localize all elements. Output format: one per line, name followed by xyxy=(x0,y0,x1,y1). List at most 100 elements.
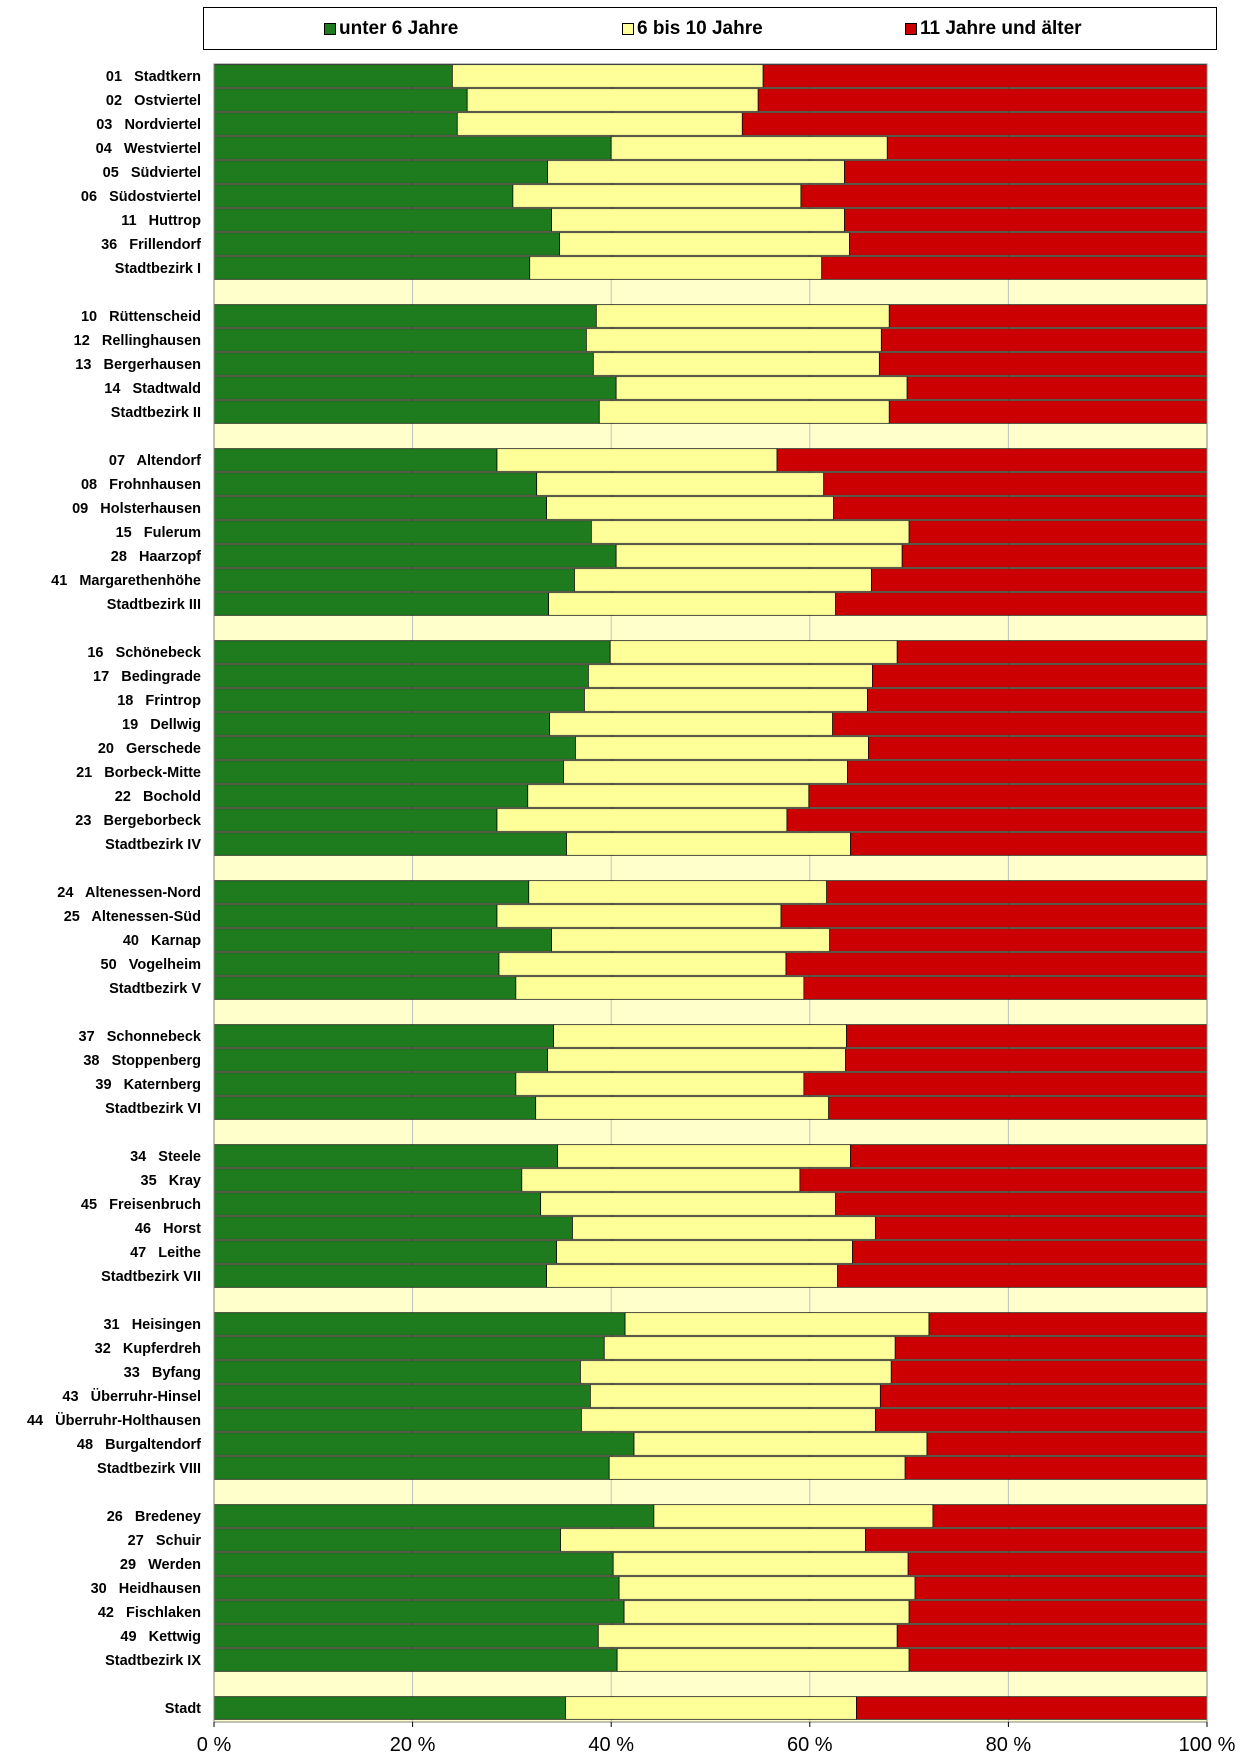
category-label: 03 Nordviertel xyxy=(96,117,201,133)
bar-segment xyxy=(908,1648,1208,1672)
bar-segment xyxy=(800,184,1208,208)
category-label: 43 Überruhr-Hinsel xyxy=(62,1388,201,1405)
bar-segment xyxy=(850,832,1208,856)
bar-segment xyxy=(586,328,882,352)
legend-item-6-to-10: 6 bis 10 Jahre xyxy=(622,18,763,39)
bar-segment xyxy=(547,160,845,184)
bar-segment xyxy=(213,736,576,760)
bar-segment xyxy=(829,928,1208,952)
bar-segment xyxy=(575,736,869,760)
bar-segment xyxy=(213,88,468,112)
chart-legend: unter 6 Jahre 6 bis 10 Jahre 11 Jahre un… xyxy=(203,7,1217,50)
bar-segment xyxy=(213,1312,626,1336)
bar-segment xyxy=(213,712,550,736)
category-label: 33 Byfang xyxy=(124,1365,201,1381)
bar-segment xyxy=(799,1168,1208,1192)
bar-segment xyxy=(914,1576,1208,1600)
bar-segment xyxy=(879,1384,1208,1408)
bar-segment xyxy=(213,1264,548,1288)
bar-segment xyxy=(213,1408,582,1432)
category-label: 39 Katernberg xyxy=(95,1077,201,1093)
bar-segment xyxy=(566,832,851,856)
bar-segment xyxy=(213,928,552,952)
category-label: 37 Schonnebeck xyxy=(79,1029,202,1045)
category-label: 48 Burgaltendorf xyxy=(77,1437,201,1453)
bar-segment xyxy=(512,184,802,208)
plot-border xyxy=(213,63,1208,1723)
category-label: 05 Südviertel xyxy=(103,165,201,181)
bar-segment xyxy=(588,664,873,688)
bar-segment xyxy=(832,712,1208,736)
bar-segment xyxy=(904,1456,1208,1480)
bar-segment xyxy=(496,904,782,928)
bar-segment xyxy=(874,1408,1208,1432)
category-label: 10 Rüttenscheid xyxy=(81,309,201,325)
category-label: 49 Kettwig xyxy=(120,1629,201,1645)
category-label: 45 Freisenbruch xyxy=(81,1197,201,1213)
bar-segment xyxy=(535,1096,830,1120)
category-label: 27 Schuir xyxy=(128,1533,202,1549)
bar-segment xyxy=(837,1264,1208,1288)
bar-segment xyxy=(595,304,890,328)
legend-item-under-6: unter 6 Jahre xyxy=(324,18,459,39)
category-label: 25 Altenessen-Süd xyxy=(64,909,201,925)
bar-segment xyxy=(868,736,1208,760)
category-label: Stadt xyxy=(165,1701,201,1717)
category-label: 31 Heisingen xyxy=(103,1317,201,1333)
bar-segment xyxy=(856,1696,1208,1720)
bar-segment xyxy=(901,544,1208,568)
bar-segment xyxy=(521,1168,801,1192)
bar-segment xyxy=(213,304,597,328)
bar-segment xyxy=(833,496,1208,520)
bar-segment xyxy=(907,1552,1208,1576)
category-label: Stadtbezirk V xyxy=(109,981,201,997)
bar-segment xyxy=(880,328,1208,352)
bar-segment xyxy=(557,1144,851,1168)
bar-segment xyxy=(213,688,585,712)
category-label: Stadtbezirk IX xyxy=(105,1653,201,1669)
bar-segment xyxy=(563,760,848,784)
legend-item-11-plus: 11 Jahre und älter xyxy=(905,18,1082,39)
bar-segment xyxy=(547,1048,846,1072)
legend-swatch-red xyxy=(905,23,917,35)
x-tick-label: 80 % xyxy=(986,1734,1032,1756)
category-label: Stadtbezirk I xyxy=(115,261,201,277)
bar-segment xyxy=(548,592,836,616)
bar-segment xyxy=(213,256,531,280)
bar-segment xyxy=(213,952,500,976)
bar-segment xyxy=(580,1360,892,1384)
bar-segment xyxy=(932,1504,1208,1528)
bar-segment xyxy=(610,136,888,160)
category-label: 06 Südostviertel xyxy=(81,189,201,205)
bar-segment xyxy=(865,1528,1208,1552)
bar-segment xyxy=(565,1696,857,1720)
legend-label: unter 6 Jahre xyxy=(339,18,459,39)
category-label: 19 Dellwig xyxy=(122,717,201,733)
bar-segment xyxy=(785,952,1208,976)
bar-segment xyxy=(589,1384,881,1408)
bar-segment xyxy=(456,112,743,136)
bar-segment xyxy=(849,232,1208,256)
bar-segment xyxy=(896,1624,1208,1648)
legend-swatch-green xyxy=(324,23,336,35)
bar-segment xyxy=(213,1648,618,1672)
category-label: 22 Bochold xyxy=(115,789,201,805)
bar-segment xyxy=(757,88,1208,112)
bar-segment xyxy=(213,376,617,400)
bar-segment xyxy=(213,520,592,544)
bar-segment xyxy=(584,688,868,712)
bar-segment xyxy=(603,1336,896,1360)
category-label: 40 Karnap xyxy=(123,933,201,949)
category-label: Stadtbezirk VII xyxy=(101,1269,201,1285)
legend-label: 11 Jahre und älter xyxy=(920,18,1082,39)
bar-segment xyxy=(633,1432,928,1456)
bar-segment xyxy=(896,640,1208,664)
category-label: 29 Werden xyxy=(120,1557,201,1573)
category-label: 42 Fischlaken xyxy=(98,1605,201,1621)
bar-segment xyxy=(213,208,552,232)
bar-segment xyxy=(844,160,1208,184)
category-label: 28 Haarzopf xyxy=(111,549,201,565)
category-label: 35 Kray xyxy=(141,1173,201,1189)
bar-segment xyxy=(213,232,560,256)
bar-segment xyxy=(615,376,908,400)
